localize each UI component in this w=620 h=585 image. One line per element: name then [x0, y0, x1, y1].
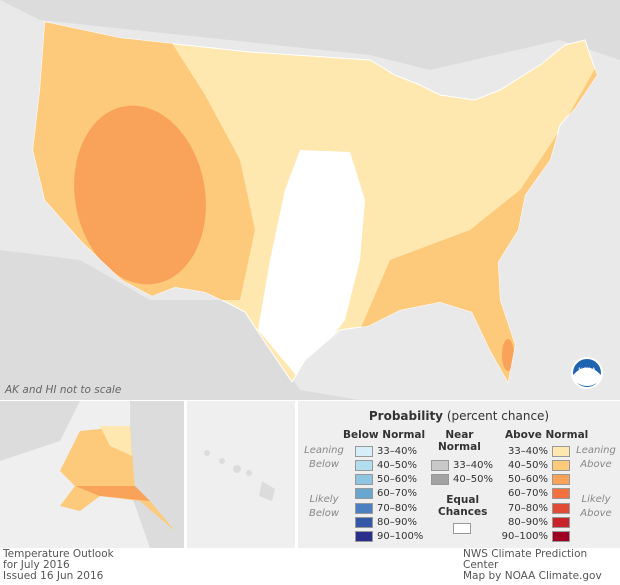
likely-above-label: Likely Above — [580, 494, 612, 519]
color-swatch — [355, 488, 373, 500]
above-legend-item: 60–70% — [504, 487, 570, 501]
below-legend-item: 40–50% — [355, 458, 421, 472]
color-swatch — [552, 488, 570, 500]
range-label: 40–50% — [377, 459, 417, 471]
above-legend-item: 50–60% — [504, 473, 570, 487]
near-legend-item: 33–40% — [431, 458, 497, 472]
below-legend-item: 70–80% — [355, 501, 421, 515]
alaska-panel — [0, 401, 184, 548]
range-label: 60–70% — [508, 488, 548, 500]
range-label: 90–100% — [377, 531, 424, 543]
near-normal-header: Near Normal — [438, 429, 481, 453]
below-legend-item: 80–90% — [355, 516, 421, 530]
legend: Probability (percent chance) Below Norma… — [298, 401, 620, 548]
above-legend-item: 70–80% — [504, 501, 570, 515]
color-swatch — [355, 445, 373, 457]
likely-below-label: Likely Below — [308, 494, 340, 519]
above-legend-item: 80–90% — [504, 516, 570, 530]
footer-right: NWS Climate Prediction Center Map by NOAA… — [463, 548, 602, 582]
above-legend-item: 90–100% — [498, 530, 570, 544]
range-label: 50–60% — [377, 474, 417, 486]
range-label: 70–80% — [377, 502, 417, 514]
above-legend-item: 33–40% — [504, 444, 570, 458]
range-label: 90–100% — [501, 531, 548, 543]
color-swatch — [355, 517, 373, 528]
range-label: 80–90% — [377, 517, 417, 528]
equal-chances-header: Equal Chances — [438, 494, 488, 518]
below-normal-header: Below Normal — [343, 429, 426, 441]
range-label: 33–40% — [377, 445, 417, 457]
leaning-above-label: Leaning Above — [576, 445, 616, 470]
range-label: 40–50% — [508, 459, 548, 471]
above-normal-header: Above Normal — [505, 429, 589, 441]
range-label: 80–90% — [508, 517, 548, 528]
range-label: 33–40% — [508, 445, 548, 457]
range-label: 60–70% — [377, 488, 417, 500]
below-legend-item: 33–40% — [355, 444, 421, 458]
us-map: NOAA AK and HI not to scale — [0, 0, 620, 400]
above-legend-item: 40–50% — [504, 458, 570, 472]
conus-map: NOAA — [0, 0, 620, 400]
color-swatch — [552, 517, 570, 528]
below-legend-item: 90–100% — [355, 530, 427, 544]
below-legend-item: 50–60% — [355, 473, 421, 487]
legend-title: Probability (percent chance) — [368, 409, 550, 423]
svg-text:NOAA: NOAA — [578, 367, 596, 374]
color-swatch — [552, 459, 570, 471]
color-swatch — [355, 459, 373, 471]
hawaii-panel — [187, 401, 295, 548]
range-label: 50–60% — [508, 474, 548, 486]
color-swatch — [355, 474, 373, 486]
noaa-logo-icon: NOAA — [571, 357, 603, 389]
color-swatch — [552, 474, 570, 486]
color-swatch — [431, 459, 449, 471]
color-swatch — [355, 531, 373, 543]
color-swatch — [355, 502, 373, 514]
near-legend-item: 40–50% — [431, 472, 497, 486]
color-swatch — [552, 502, 570, 514]
color-swatch — [431, 473, 449, 485]
equal-chances-swatch — [453, 523, 471, 534]
range-label: 70–80% — [508, 502, 548, 514]
scale-note: AK and HI not to scale — [5, 384, 122, 396]
footer-left: Temperature Outlook for July 2016 Issued 1… — [3, 548, 114, 582]
color-swatch — [552, 531, 570, 543]
range-label: 40–50% — [453, 473, 493, 485]
leaning-below-label: Leaning Below — [304, 445, 344, 470]
range-label: 33–40% — [453, 459, 493, 471]
color-swatch — [552, 445, 570, 457]
below-legend-item: 60–70% — [355, 487, 421, 501]
